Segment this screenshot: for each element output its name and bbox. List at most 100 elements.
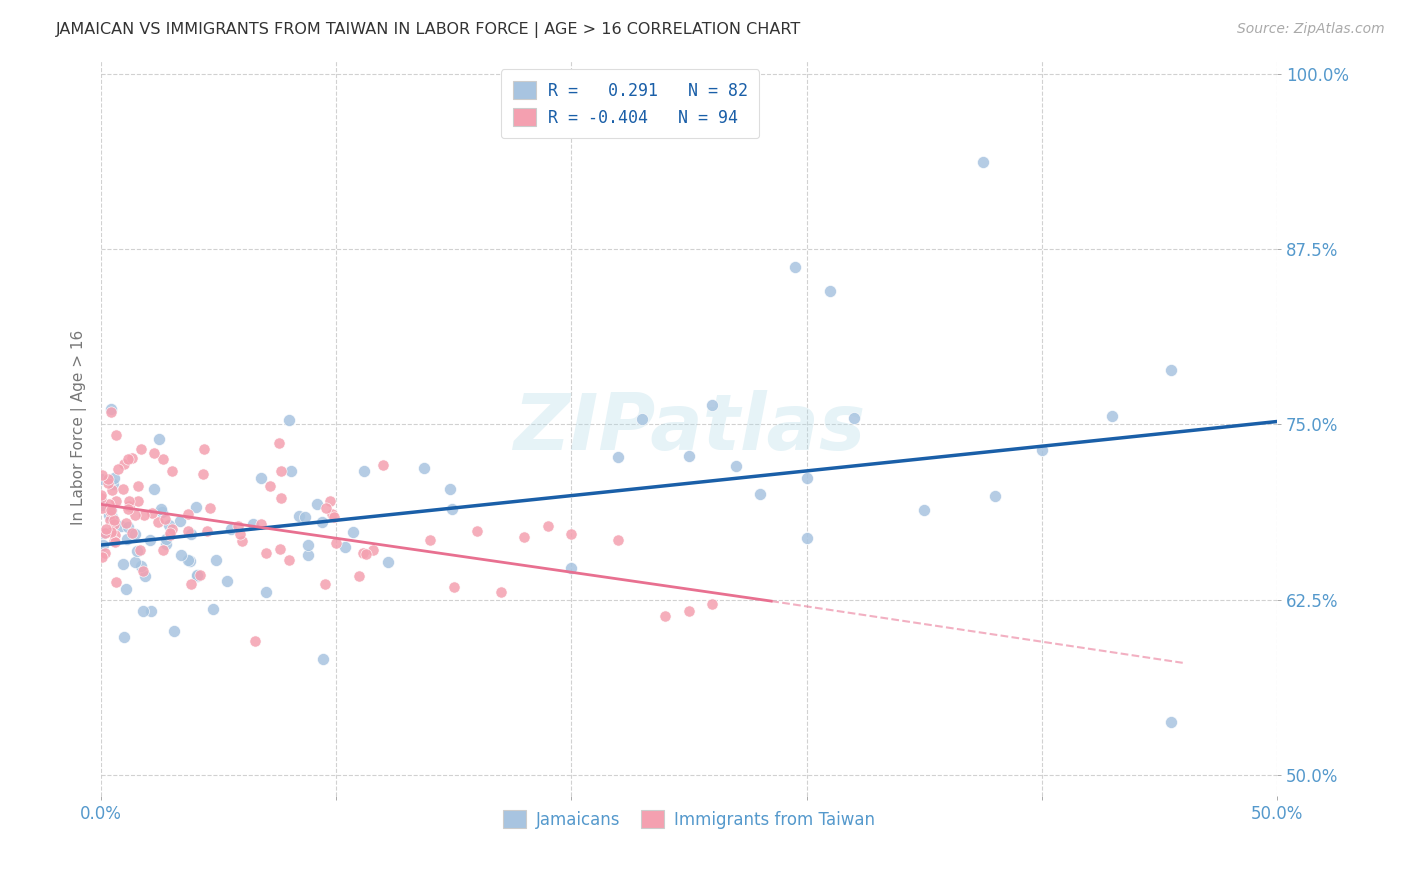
Point [93, 537, 115, 551]
Point [112, 457, 135, 471]
Point [796, 531, 818, 545]
Point [607, 450, 630, 465]
Point [117, 502, 139, 516]
Point [177, 553, 200, 567]
Text: JAMAICAN VS IMMIGRANTS FROM TAIWAN IN LABOR FORCE | AGE > 16 CORRELATION CHART: JAMAICAN VS IMMIGRANTS FROM TAIWAN IN LA… [56, 22, 801, 38]
Point [100, 502, 122, 516]
Point [112, 630, 135, 644]
Point [467, 524, 489, 539]
Point [100, 404, 122, 418]
Point [319, 494, 342, 508]
Point [107, 462, 129, 476]
Point [134, 508, 156, 523]
Point [205, 553, 228, 567]
Point [219, 522, 242, 536]
Point [138, 533, 160, 547]
Point [347, 568, 370, 582]
Point [783, 260, 806, 275]
Point [180, 577, 202, 591]
Point [198, 500, 221, 515]
Point [91, 550, 114, 565]
Point [201, 601, 224, 615]
Point [342, 524, 364, 539]
Legend: Jamaicans, Immigrants from Taiwan: Jamaicans, Immigrants from Taiwan [496, 804, 882, 836]
Point [631, 412, 654, 426]
Point [103, 517, 125, 532]
Point [163, 624, 186, 639]
Point [117, 520, 139, 534]
Point [157, 518, 180, 533]
Y-axis label: In Labor Force | Age > 16: In Labor Force | Age > 16 [72, 330, 87, 525]
Point [796, 471, 818, 485]
Text: ZIPatlas: ZIPatlas [513, 390, 865, 466]
Point [114, 582, 136, 596]
Point [419, 533, 441, 548]
Point [90, 472, 112, 486]
Point [297, 548, 319, 562]
Point [972, 155, 994, 169]
Point [100, 503, 122, 517]
Point [607, 533, 630, 547]
Point [269, 436, 291, 450]
Point [270, 491, 292, 505]
Point [983, 489, 1005, 503]
Point [259, 478, 281, 492]
Point [98, 508, 121, 522]
Point [229, 527, 252, 541]
Point [254, 584, 277, 599]
Point [311, 516, 333, 530]
Point [1160, 362, 1182, 376]
Point [117, 451, 139, 466]
Point [94, 522, 117, 536]
Point [141, 507, 163, 521]
Point [1031, 443, 1053, 458]
Point [377, 555, 399, 569]
Point [117, 532, 139, 546]
Point [250, 471, 273, 485]
Point [146, 515, 169, 529]
Point [124, 508, 146, 522]
Point [242, 516, 264, 531]
Point [297, 538, 319, 552]
Point [152, 505, 174, 519]
Point [101, 510, 124, 524]
Point [250, 517, 273, 532]
Point [322, 510, 344, 524]
Point [141, 604, 163, 618]
Point [111, 483, 134, 497]
Point [91, 526, 114, 541]
Point [294, 509, 316, 524]
Point [278, 553, 301, 567]
Point [180, 527, 202, 541]
Point [121, 450, 143, 465]
Point [100, 483, 122, 497]
Point [159, 525, 181, 540]
Point [353, 464, 375, 478]
Point [702, 597, 724, 611]
Point [100, 524, 122, 539]
Point [104, 535, 127, 549]
Point [748, 487, 770, 501]
Point [152, 543, 174, 558]
Point [97, 498, 120, 512]
Point [100, 402, 122, 417]
Point [169, 514, 191, 528]
Point [143, 446, 166, 460]
Point [125, 544, 148, 558]
Point [177, 524, 200, 539]
Point [103, 534, 125, 549]
Point [186, 569, 208, 583]
Point [312, 651, 335, 665]
Point [97, 472, 120, 486]
Point [186, 567, 208, 582]
Point [110, 519, 132, 533]
Point [352, 546, 374, 560]
Point [94, 526, 117, 541]
Point [195, 524, 218, 538]
Point [314, 577, 336, 591]
Point [129, 558, 152, 573]
Point [127, 479, 149, 493]
Point [231, 533, 253, 548]
Point [118, 499, 141, 513]
Point [560, 527, 582, 541]
